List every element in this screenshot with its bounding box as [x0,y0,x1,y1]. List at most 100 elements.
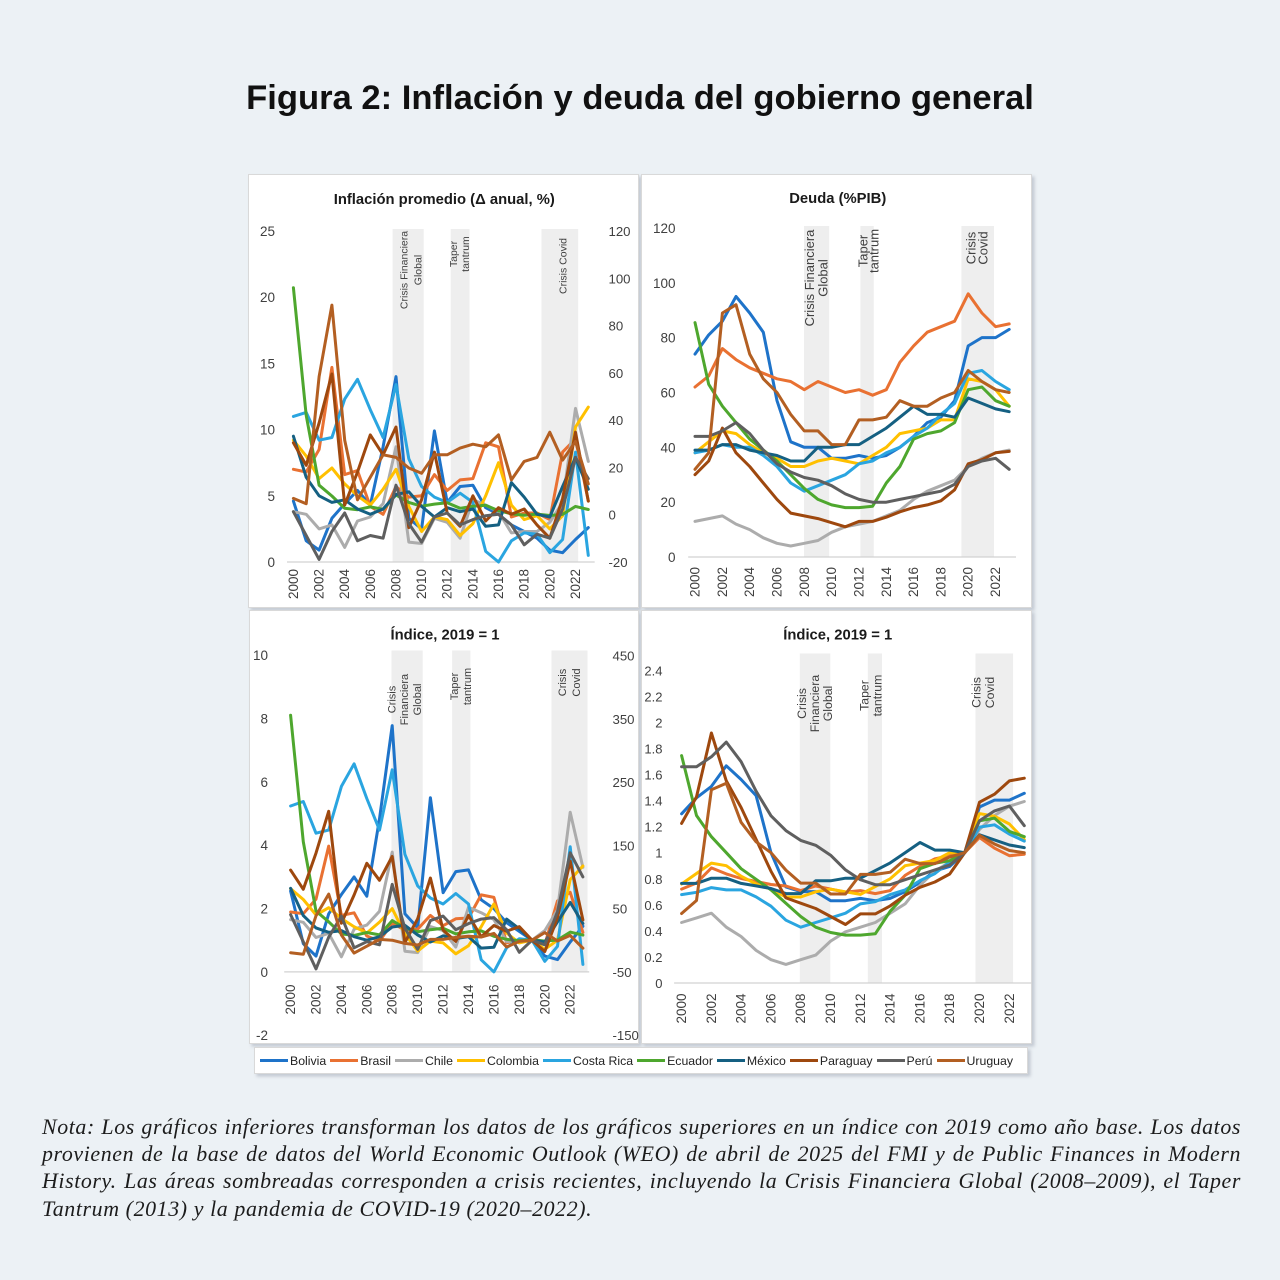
svg-text:2018: 2018 [942,993,957,1023]
svg-text:Global: Global [412,683,424,715]
svg-text:150: 150 [613,838,635,853]
svg-text:2000: 2000 [674,993,689,1023]
svg-text:2010: 2010 [410,984,425,1014]
svg-text:5: 5 [267,489,275,504]
svg-text:40: 40 [660,440,675,455]
svg-text:Crisis Financiera: Crisis Financiera [802,229,817,327]
svg-text:2006: 2006 [769,567,784,597]
svg-text:0: 0 [655,976,662,991]
svg-text:1.8: 1.8 [644,741,662,756]
svg-text:Crisis: Crisis [387,685,399,713]
svg-text:2010: 2010 [824,567,839,597]
svg-text:2018: 2018 [933,567,948,597]
svg-text:Inflación promedio (Δ anual, %: Inflación promedio (Δ anual, %) [334,192,555,208]
svg-text:tantrum: tantrum [866,229,881,273]
svg-text:-50: -50 [613,964,632,979]
svg-text:2: 2 [260,901,268,916]
svg-text:2022: 2022 [1001,993,1016,1023]
svg-text:Índice, 2019 = 1: Índice, 2019 = 1 [391,626,500,643]
svg-text:0.4: 0.4 [644,923,662,938]
svg-text:2004: 2004 [334,983,349,1014]
svg-text:2020: 2020 [960,567,975,597]
svg-text:2014: 2014 [882,992,897,1023]
svg-text:tantrum: tantrum [870,674,884,716]
svg-text:Covid: Covid [571,668,583,696]
svg-text:Taper: Taper [855,234,870,267]
svg-text:60: 60 [609,366,624,381]
svg-text:2014: 2014 [461,983,476,1014]
svg-text:Global: Global [815,259,830,297]
svg-text:2012: 2012 [852,993,867,1023]
svg-text:2000: 2000 [687,567,702,597]
svg-text:1: 1 [655,845,662,860]
svg-text:0.8: 0.8 [644,871,662,886]
svg-text:2008: 2008 [793,993,808,1023]
svg-text:2014: 2014 [878,566,893,597]
svg-text:1.4: 1.4 [644,793,662,808]
svg-text:20: 20 [609,460,624,475]
svg-text:-20: -20 [609,555,628,570]
svg-text:2002: 2002 [714,567,729,597]
svg-text:2018: 2018 [517,569,532,599]
svg-text:10: 10 [253,648,268,663]
svg-text:10: 10 [260,423,275,438]
svg-text:0: 0 [260,964,268,979]
svg-text:Global: Global [413,255,425,285]
svg-text:0: 0 [667,550,675,565]
svg-text:2000: 2000 [286,569,301,599]
svg-text:2008: 2008 [389,569,404,599]
svg-text:2020: 2020 [537,984,552,1014]
svg-text:Financiera: Financiera [399,672,411,724]
svg-text:120: 120 [609,224,631,239]
svg-text:Financiera: Financiera [808,674,822,732]
svg-text:15: 15 [260,356,275,371]
svg-text:2006: 2006 [763,993,778,1023]
svg-text:2: 2 [655,715,662,730]
svg-text:6: 6 [260,774,268,789]
svg-text:450: 450 [613,648,635,663]
svg-text:2002: 2002 [312,569,327,599]
svg-text:Covid: Covid [983,676,997,708]
svg-text:2004: 2004 [742,566,757,597]
svg-text:2022: 2022 [563,984,578,1014]
svg-text:-2: -2 [256,1028,268,1043]
svg-text:Taper: Taper [857,680,871,711]
svg-text:2002: 2002 [309,984,324,1014]
svg-text:40: 40 [609,413,624,428]
svg-text:2008: 2008 [796,567,811,597]
svg-text:Crisis: Crisis [963,231,978,264]
svg-text:Crisis Covid: Crisis Covid [558,238,570,294]
svg-text:2006: 2006 [363,569,378,599]
svg-text:Crisis: Crisis [795,688,809,719]
svg-text:Crisis: Crisis [969,677,983,708]
svg-text:Crisis: Crisis [557,668,569,696]
svg-text:tantrum: tantrum [460,236,472,272]
svg-text:4: 4 [260,838,268,853]
svg-text:350: 350 [613,711,635,726]
svg-text:Covid: Covid [975,231,990,264]
svg-text:100: 100 [652,276,675,291]
svg-text:1.6: 1.6 [644,767,662,782]
svg-text:80: 80 [609,319,624,334]
svg-text:1.2: 1.2 [644,819,662,834]
svg-text:2020: 2020 [542,569,557,599]
svg-text:Taper: Taper [449,672,461,700]
svg-text:Taper: Taper [448,240,460,267]
svg-text:2016: 2016 [912,993,927,1023]
svg-text:2010: 2010 [823,993,838,1023]
svg-text:2022: 2022 [988,567,1003,597]
svg-text:250: 250 [613,775,635,790]
svg-text:2006: 2006 [359,984,374,1014]
svg-text:2016: 2016 [906,567,921,597]
svg-text:50: 50 [613,901,628,916]
svg-text:Índice, 2019 = 1: Índice, 2019 = 1 [783,626,892,643]
svg-text:2002: 2002 [703,993,718,1023]
svg-text:Global: Global [821,685,835,721]
svg-text:2012: 2012 [436,984,451,1014]
svg-text:2016: 2016 [486,984,501,1014]
svg-text:60: 60 [660,385,675,400]
svg-text:2010: 2010 [414,569,429,599]
svg-text:20: 20 [260,290,275,305]
svg-text:2016: 2016 [491,569,506,599]
svg-text:80: 80 [660,331,675,346]
